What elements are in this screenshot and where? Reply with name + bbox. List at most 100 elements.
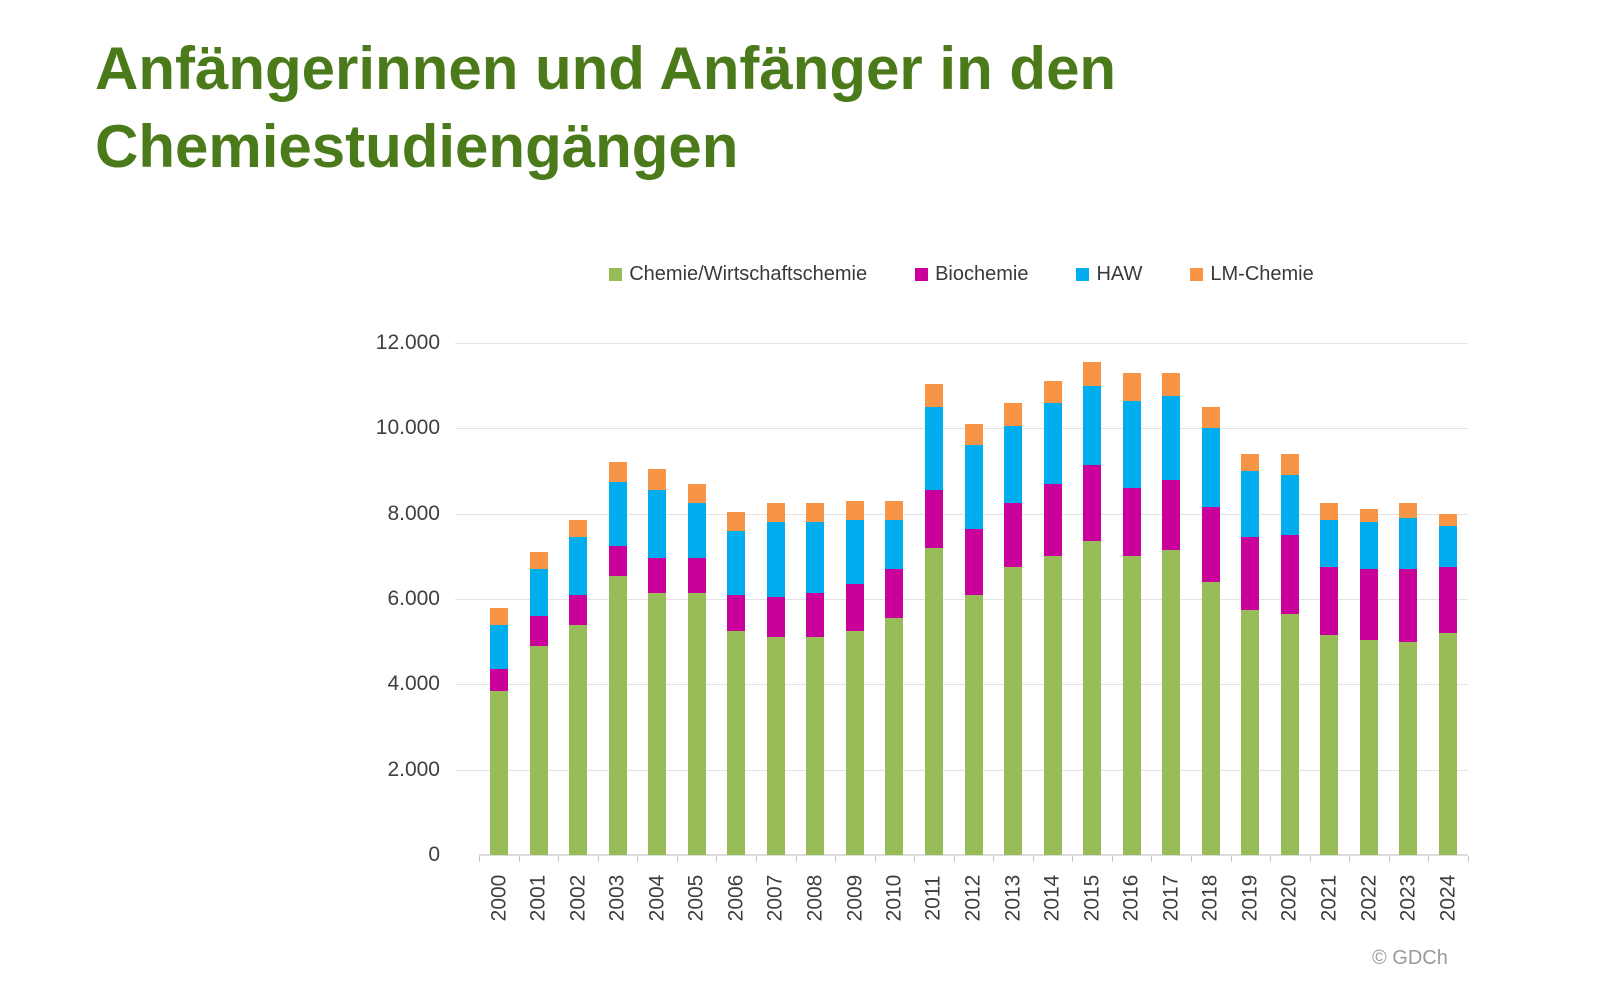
bar-segment-2002-chemie-wirtschaftschemie[interactable] xyxy=(569,624,588,855)
bar-segment-2012-lm-chemie[interactable] xyxy=(964,424,983,446)
bar-segment-2024-biochemie[interactable] xyxy=(1439,567,1457,634)
bar-segment-2008-chemie-wirtschaftschemie[interactable] xyxy=(806,637,825,855)
bar-segment-2011-biochemie[interactable] xyxy=(924,490,943,548)
bar-segment-2008-lm-chemie[interactable] xyxy=(806,503,825,523)
bar-segment-2019-biochemie[interactable] xyxy=(1241,537,1260,610)
bar-segment-2020-lm-chemie[interactable] xyxy=(1280,453,1299,476)
bar-segment-2007-chemie-wirtschaftschemie[interactable] xyxy=(766,637,785,855)
bar-segment-2011-chemie-wirtschaftschemie[interactable] xyxy=(924,547,943,855)
bar-segment-2024-lm-chemie[interactable] xyxy=(1439,513,1457,527)
bar-segment-2011-haw[interactable] xyxy=(924,407,943,491)
bar-segment-2016-biochemie[interactable] xyxy=(1122,488,1141,557)
bar-segment-2012-haw[interactable] xyxy=(964,445,983,529)
bar-segment-2006-haw[interactable] xyxy=(727,530,746,595)
bar-segment-2022-haw[interactable] xyxy=(1359,522,1378,570)
bar-segment-2010-haw[interactable] xyxy=(885,520,904,570)
bar-segment-2007-lm-chemie[interactable] xyxy=(766,503,785,523)
bar-segment-2022-biochemie[interactable] xyxy=(1359,569,1378,640)
bar-segment-2003-lm-chemie[interactable] xyxy=(608,462,627,482)
bar-segment-2023-chemie-wirtschaftschemie[interactable] xyxy=(1399,641,1418,855)
bar-segment-2011-lm-chemie[interactable] xyxy=(924,383,943,407)
bar-segment-2019-lm-chemie[interactable] xyxy=(1241,453,1260,471)
bar-segment-2015-biochemie[interactable] xyxy=(1083,464,1102,542)
bar-segment-2001-biochemie[interactable] xyxy=(529,616,548,646)
bar-segment-2015-lm-chemie[interactable] xyxy=(1083,362,1102,386)
bar-segment-2006-biochemie[interactable] xyxy=(727,594,746,631)
bar-segment-2016-chemie-wirtschaftschemie[interactable] xyxy=(1122,556,1141,855)
bar-segment-2018-chemie-wirtschaftschemie[interactable] xyxy=(1201,581,1220,855)
bar-segment-2000-haw[interactable] xyxy=(490,624,508,670)
bar-segment-2019-haw[interactable] xyxy=(1241,471,1260,538)
bar-segment-2005-biochemie[interactable] xyxy=(687,558,706,593)
bar-segment-2016-lm-chemie[interactable] xyxy=(1122,372,1141,401)
bar-segment-2018-biochemie[interactable] xyxy=(1201,507,1220,582)
bar-segment-2014-lm-chemie[interactable] xyxy=(1043,381,1062,403)
bar-segment-2004-lm-chemie[interactable] xyxy=(648,468,667,491)
bar-segment-2022-lm-chemie[interactable] xyxy=(1359,509,1378,523)
bar-segment-2009-lm-chemie[interactable] xyxy=(845,500,864,521)
bar-segment-2021-haw[interactable] xyxy=(1320,520,1339,567)
bar-segment-2003-chemie-wirtschaftschemie[interactable] xyxy=(608,575,627,855)
bar-segment-2006-chemie-wirtschaftschemie[interactable] xyxy=(727,631,746,855)
bar-segment-2021-lm-chemie[interactable] xyxy=(1320,503,1339,521)
bar-segment-2012-chemie-wirtschaftschemie[interactable] xyxy=(964,594,983,855)
bar-segment-2017-biochemie[interactable] xyxy=(1162,479,1181,550)
bar-segment-2015-chemie-wirtschaftschemie[interactable] xyxy=(1083,541,1102,855)
bar-segment-2008-biochemie[interactable] xyxy=(806,592,825,638)
bar-segment-2015-haw[interactable] xyxy=(1083,385,1102,465)
bar-segment-2014-chemie-wirtschaftschemie[interactable] xyxy=(1043,556,1062,855)
bar-segment-2007-biochemie[interactable] xyxy=(766,596,785,638)
bar-segment-2017-chemie-wirtschaftschemie[interactable] xyxy=(1162,549,1181,855)
bar-segment-2000-biochemie[interactable] xyxy=(490,669,508,691)
bar-segment-2006-lm-chemie[interactable] xyxy=(727,511,746,531)
bar-segment-2000-lm-chemie[interactable] xyxy=(490,607,508,625)
bar-segment-2008-haw[interactable] xyxy=(806,522,825,593)
bar-segment-2005-lm-chemie[interactable] xyxy=(687,483,706,503)
bar-segment-2010-biochemie[interactable] xyxy=(885,569,904,619)
bar-segment-2012-biochemie[interactable] xyxy=(964,528,983,595)
bar-segment-2019-chemie-wirtschaftschemie[interactable] xyxy=(1241,609,1260,855)
bar-segment-2002-lm-chemie[interactable] xyxy=(569,520,588,538)
bar-segment-2009-haw[interactable] xyxy=(845,520,864,585)
bar-segment-2004-biochemie[interactable] xyxy=(648,558,667,593)
bar-segment-2013-biochemie[interactable] xyxy=(1004,503,1023,567)
bar-segment-2017-haw[interactable] xyxy=(1162,396,1181,480)
bar-segment-2003-biochemie[interactable] xyxy=(608,545,627,576)
bar-segment-2002-biochemie[interactable] xyxy=(569,594,588,625)
bar-segment-2014-biochemie[interactable] xyxy=(1043,483,1062,557)
bar-segment-2001-haw[interactable] xyxy=(529,569,548,617)
bar-segment-2023-haw[interactable] xyxy=(1399,517,1418,570)
bar-segment-2004-chemie-wirtschaftschemie[interactable] xyxy=(648,592,667,855)
bar-segment-2018-haw[interactable] xyxy=(1201,428,1220,508)
bar-segment-2013-haw[interactable] xyxy=(1004,426,1023,503)
bar-segment-2002-haw[interactable] xyxy=(569,537,588,595)
bar-segment-2005-chemie-wirtschaftschemie[interactable] xyxy=(687,592,706,855)
bar-segment-2013-lm-chemie[interactable] xyxy=(1004,402,1023,427)
bar-segment-2016-haw[interactable] xyxy=(1122,400,1141,489)
bar-segment-2007-haw[interactable] xyxy=(766,522,785,597)
bar-segment-2021-biochemie[interactable] xyxy=(1320,567,1339,636)
bar-segment-2020-haw[interactable] xyxy=(1280,475,1299,535)
bar-segment-2023-lm-chemie[interactable] xyxy=(1399,503,1418,518)
bar-segment-2024-chemie-wirtschaftschemie[interactable] xyxy=(1439,633,1457,855)
bar-segment-2017-lm-chemie[interactable] xyxy=(1162,372,1181,397)
bar-segment-2000-chemie-wirtschaftschemie[interactable] xyxy=(490,690,508,855)
bar-segment-2004-haw[interactable] xyxy=(648,490,667,559)
bar-segment-2013-chemie-wirtschaftschemie[interactable] xyxy=(1004,567,1023,855)
bar-segment-2001-lm-chemie[interactable] xyxy=(529,552,548,570)
bar-segment-2021-chemie-wirtschaftschemie[interactable] xyxy=(1320,635,1339,855)
bar-segment-2009-chemie-wirtschaftschemie[interactable] xyxy=(845,631,864,855)
bar-segment-2001-chemie-wirtschaftschemie[interactable] xyxy=(529,645,548,855)
bar-segment-2018-lm-chemie[interactable] xyxy=(1201,407,1220,429)
bar-segment-2020-biochemie[interactable] xyxy=(1280,535,1299,614)
bar-segment-2010-lm-chemie[interactable] xyxy=(885,500,904,521)
bar-segment-2003-haw[interactable] xyxy=(608,481,627,546)
bar-segment-2022-chemie-wirtschaftschemie[interactable] xyxy=(1359,639,1378,855)
bar-segment-2014-haw[interactable] xyxy=(1043,402,1062,484)
bar-segment-2009-biochemie[interactable] xyxy=(845,584,864,631)
bar-segment-2010-chemie-wirtschaftschemie[interactable] xyxy=(885,618,904,855)
bar-segment-2005-haw[interactable] xyxy=(687,503,706,559)
bar-segment-2024-haw[interactable] xyxy=(1439,526,1457,567)
bar-segment-2020-chemie-wirtschaftschemie[interactable] xyxy=(1280,613,1299,855)
bar-segment-2023-biochemie[interactable] xyxy=(1399,569,1418,642)
